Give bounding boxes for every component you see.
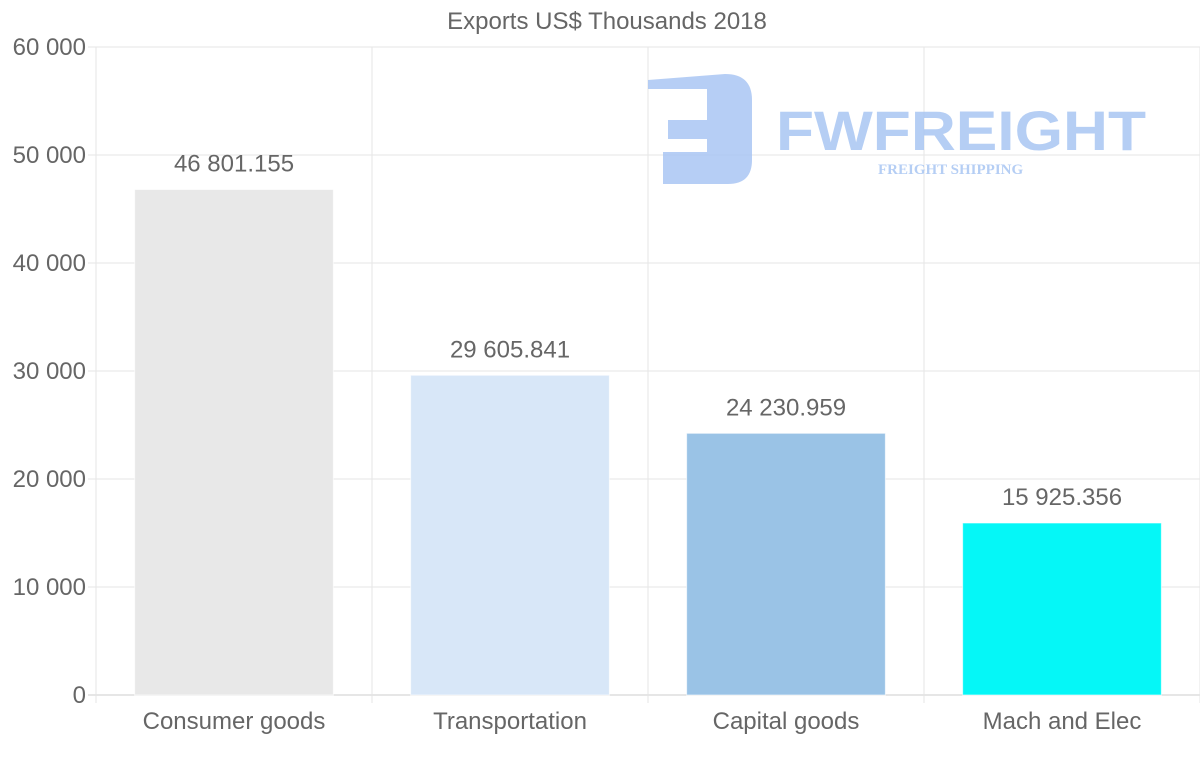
bar — [134, 189, 334, 696]
data-label: 24 230.959 — [726, 394, 846, 421]
bars — [134, 189, 1162, 696]
y-tick-label: 0 — [73, 682, 86, 709]
y-tick-label: 30 000 — [13, 358, 86, 385]
chart-title: Exports US$ Thousands 2018 — [447, 8, 767, 35]
watermark-tagline: FREIGHT SHIPPING — [878, 162, 1023, 178]
x-tick-label: Consumer goods — [143, 708, 326, 735]
y-tick-label: 50 000 — [13, 142, 86, 169]
x-tick-label: Transportation — [433, 708, 587, 735]
x-tick-label: Capital goods — [713, 708, 860, 735]
x-tick-label: Mach and Elec — [983, 708, 1142, 735]
bar — [686, 432, 886, 696]
logo-mark-icon — [648, 74, 752, 184]
y-tick-label: 20 000 — [13, 466, 86, 493]
bar — [410, 374, 610, 696]
bar — [962, 522, 1162, 696]
watermark-brand: FWFREIGHT — [776, 99, 1146, 162]
y-tick-label: 40 000 — [13, 250, 86, 277]
y-tick-label: 10 000 — [13, 574, 86, 601]
data-label: 46 801.155 — [174, 151, 294, 178]
data-label: 15 925.356 — [1002, 484, 1122, 511]
labels: 0 10 000 20 000 30 000 40 000 50 000 60 000 46 … — [13, 34, 1142, 735]
data-label: 29 605.841 — [450, 336, 570, 363]
y-tick-label: 60 000 — [13, 34, 86, 61]
fwfreight-watermark-logo: FWFREIGHT FREIGHT SHIPPING — [648, 74, 1146, 184]
